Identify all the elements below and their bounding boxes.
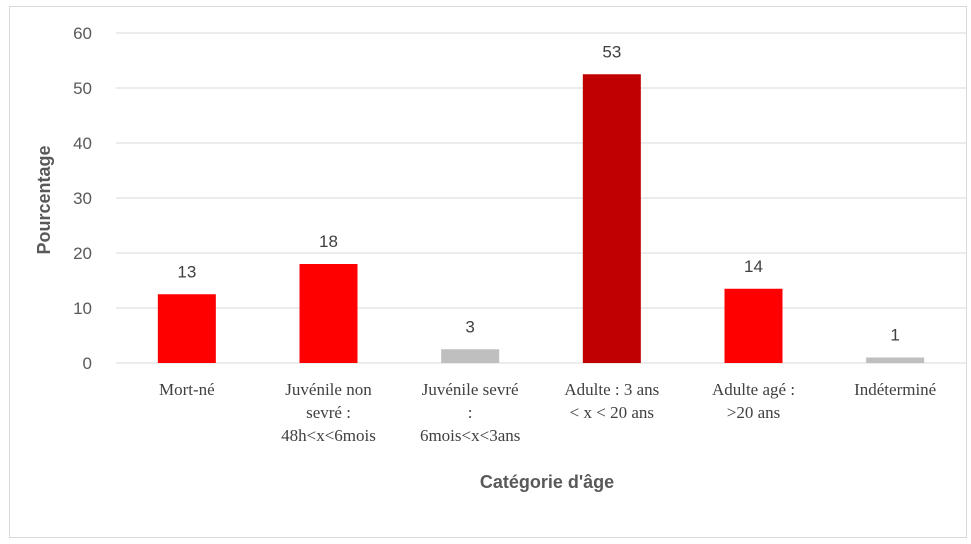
data-label: 3 [465, 317, 474, 336]
x-category-label: Mort-né [159, 380, 215, 399]
y-axis-title: Pourcentage [34, 145, 54, 254]
y-axis-ticks: 0 10 20 30 40 50 60 [73, 24, 92, 373]
x-axis-title: Catégorie d'âge [480, 472, 614, 492]
bar [299, 264, 358, 363]
bars [157, 74, 925, 363]
x-category-label: Indéterminé [854, 380, 936, 399]
x-category-label: Adulte agé : >20 ans [712, 380, 795, 422]
chart-frame [9, 6, 967, 538]
data-label: 18 [319, 232, 338, 251]
bar [866, 357, 925, 363]
y-tick-label: 0 [83, 354, 92, 373]
gridlines [116, 32, 966, 364]
bar [582, 74, 641, 363]
data-label: 13 [177, 262, 196, 281]
bar [157, 294, 216, 363]
bar [724, 288, 783, 363]
data-label: 14 [744, 257, 763, 276]
y-tick-label: 50 [73, 79, 92, 98]
y-tick-label: 60 [73, 24, 92, 43]
x-category-label: Adulte : 3 ans < x < 20 ans [564, 380, 659, 422]
y-tick-label: 10 [73, 299, 92, 318]
y-tick-label: 20 [73, 244, 92, 263]
x-category-label: Juvénile sevré:6mois<x<3ans [420, 380, 520, 445]
x-category-label: Juvénile non sevré :48h<x<6mois [281, 380, 376, 445]
category-labels: Mort-né Juvénile non sevré :48h<x<6mois Juv… [159, 380, 936, 445]
y-tick-label: 30 [73, 189, 92, 208]
bar [441, 349, 500, 363]
data-labels: 13 18 3 53 14 1 [177, 42, 900, 344]
data-label: 53 [602, 42, 621, 61]
data-label: 1 [890, 326, 899, 345]
y-tick-label: 40 [73, 134, 92, 153]
